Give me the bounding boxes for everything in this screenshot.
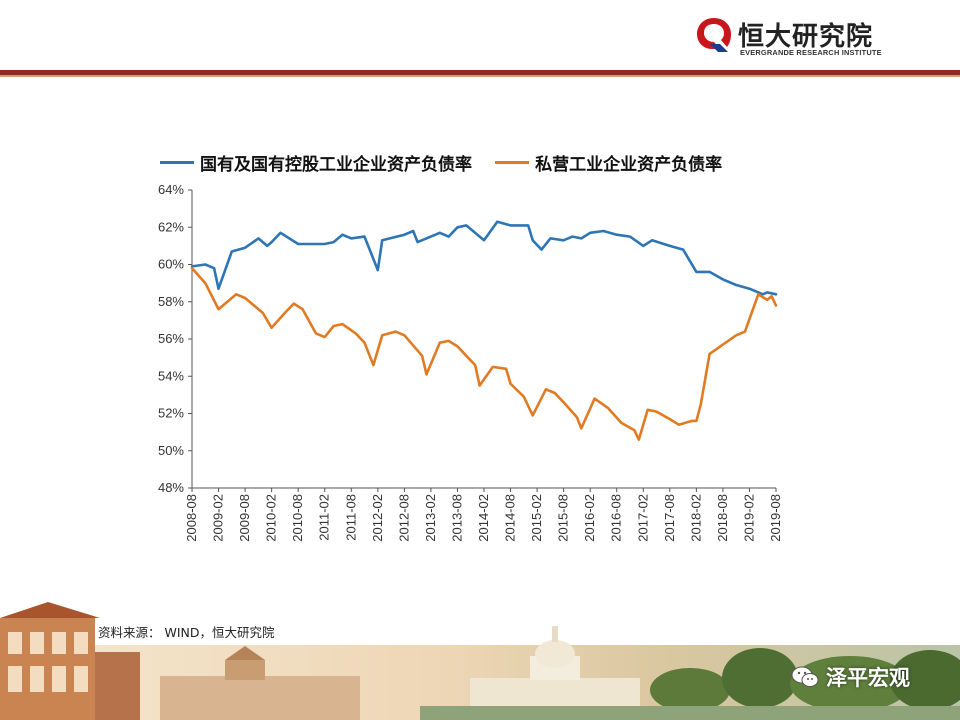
header-rule — [0, 70, 960, 75]
y-tick-label: 48% — [158, 480, 184, 495]
logo-english-name: EVERGRANDE RESEARCH INSTITUTE — [740, 48, 882, 57]
y-tick-label: 50% — [158, 443, 184, 458]
chart-legend: 国有及国有控股工业企业资产负债率 私营工业企业资产负债率 — [160, 150, 740, 175]
chart-axes — [188, 189, 777, 492]
x-tick-label: 2015-08 — [556, 494, 571, 542]
y-tick-label: 64% — [158, 182, 184, 197]
x-tick-label: 2017-08 — [662, 494, 677, 542]
legend-swatch-soe — [160, 161, 194, 164]
x-tick-label: 2009-02 — [211, 494, 226, 542]
x-tick-label: 2019-02 — [741, 494, 756, 542]
footer-building-illustration — [0, 602, 960, 720]
logo-chinese-name: 恒大研究院 — [738, 22, 874, 52]
x-tick-label: 2015-02 — [529, 494, 544, 542]
slide-header: 恒大研究院 EVERGRANDE RESEARCH INSTITUTE — [0, 0, 960, 77]
x-tick-label: 2014-08 — [503, 494, 518, 542]
x-tick-label: 2009-08 — [237, 494, 252, 542]
evergrande-logo-icon — [697, 18, 731, 52]
line-chart: 48% 50% 52% 54% 56% 58% 60% 62% 64% 2008-08 2009-… — [158, 182, 783, 542]
y-tick-label: 56% — [158, 331, 184, 346]
x-tick-label: 2014-02 — [476, 494, 491, 542]
evergrande-logo: 恒大研究院 EVERGRANDE RESEARCH INSTITUTE — [694, 12, 894, 62]
header-rule-accent — [0, 75, 960, 77]
y-tick-label: 58% — [158, 294, 184, 309]
x-tick-label: 2012-08 — [396, 494, 411, 542]
x-tick-label: 2018-08 — [715, 494, 730, 542]
legend-swatch-private — [495, 161, 530, 164]
x-tick-label: 2011-02 — [317, 494, 332, 541]
y-axis-labels: 48% 50% 52% 54% 56% 58% 60% 62% 64% — [158, 182, 184, 495]
x-tick-label: 2013-02 — [423, 494, 438, 542]
x-tick-label: 2012-02 — [370, 494, 385, 542]
x-tick-label: 2013-08 — [449, 494, 464, 542]
series-line-private — [190, 266, 778, 441]
x-tick-label: 2016-02 — [582, 494, 597, 542]
x-tick-label: 2010-08 — [290, 494, 305, 542]
x-tick-label: 2010-02 — [264, 494, 279, 542]
series-line-soe — [190, 220, 778, 296]
wechat-icon — [791, 666, 819, 687]
x-tick-label: 2018-02 — [688, 494, 703, 542]
legend-item-soe: 国有及国有控股工业企业资产负债率 — [160, 150, 472, 175]
legend-label-private: 私营工业企业资产负债率 — [535, 155, 723, 175]
y-tick-label: 54% — [158, 368, 184, 383]
x-tick-label: 2017-02 — [635, 494, 650, 542]
watermark-text: 泽平宏观 — [826, 666, 910, 690]
series-lines — [190, 220, 778, 441]
x-tick-label: 2016-08 — [609, 494, 624, 542]
source-note: 资料来源： WIND，恒大研究院 — [98, 625, 275, 640]
y-tick-label: 52% — [158, 406, 184, 421]
x-tick-label: 2011-08 — [343, 494, 358, 541]
y-tick-label: 62% — [158, 219, 184, 234]
legend-item-private: 私营工业企业资产负债率 — [495, 150, 722, 175]
watermark: 泽平宏观 — [790, 662, 910, 692]
y-tick-label: 60% — [158, 257, 184, 272]
x-axis-labels: 2008-08 2009-02 2009-08 2010-02 2010-08 2011-… — [184, 494, 783, 542]
x-tick-label: 2008-08 — [184, 494, 199, 542]
x-tick-label: 2019-08 — [768, 494, 783, 542]
legend-label-soe: 国有及国有控股工业企业资产负债率 — [200, 155, 472, 175]
